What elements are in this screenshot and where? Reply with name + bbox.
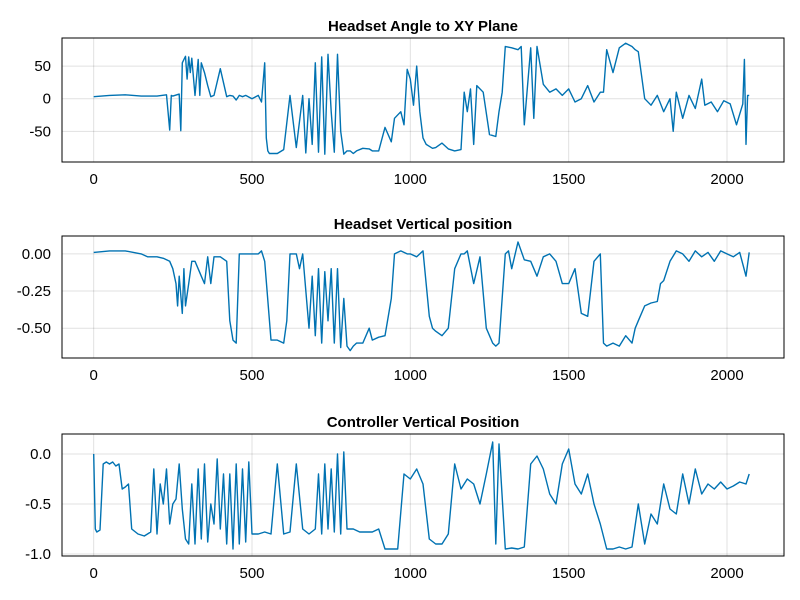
x-tick-label: 500 (239, 171, 264, 188)
x-tick-label: 1000 (394, 171, 427, 188)
panel-title: Controller Vertical Position (327, 414, 520, 431)
series-line (93, 241, 750, 352)
x-tick-label: 2000 (710, 367, 743, 384)
x-tick-label: 500 (239, 565, 264, 582)
y-tick-label: -1.0 (25, 546, 51, 563)
x-tick-label: 0 (89, 171, 97, 188)
x-tick-label: 2000 (710, 565, 743, 582)
plot-frame (61, 433, 785, 557)
x-tick-label: 500 (239, 367, 264, 384)
y-tick-label: 0.0 (30, 446, 51, 463)
series-line (93, 441, 750, 550)
panel-title: Headset Vertical position (334, 216, 512, 233)
x-tick-label: 1500 (552, 565, 585, 582)
plot-frame (61, 235, 785, 359)
x-tick-label: 1000 (394, 367, 427, 384)
x-tick-label: 1000 (394, 565, 427, 582)
panel-title: Headset Angle to XY Plane (328, 18, 518, 35)
x-tick-label: 0 (89, 565, 97, 582)
y-tick-label: -0.50 (17, 320, 51, 337)
y-tick-label: -0.25 (17, 283, 51, 300)
y-tick-label: -50 (29, 123, 51, 140)
plot-frame (61, 37, 785, 163)
x-tick-label: 0 (89, 367, 97, 384)
x-tick-label: 2000 (710, 171, 743, 188)
series-line (93, 42, 750, 155)
panel-2: Headset Vertical position 0 500 1000 1500 200… (17, 216, 785, 384)
panel-3: Controller Vertical Position 0 500 1000 1500… (25, 414, 785, 582)
y-tick-label: 0.00 (22, 246, 51, 263)
y-tick-label: 0 (43, 91, 51, 108)
x-tick-label: 1500 (552, 171, 585, 188)
y-tick-label: 50 (34, 58, 51, 75)
x-tick-label: 1500 (552, 367, 585, 384)
y-tick-label: -0.5 (25, 496, 51, 513)
